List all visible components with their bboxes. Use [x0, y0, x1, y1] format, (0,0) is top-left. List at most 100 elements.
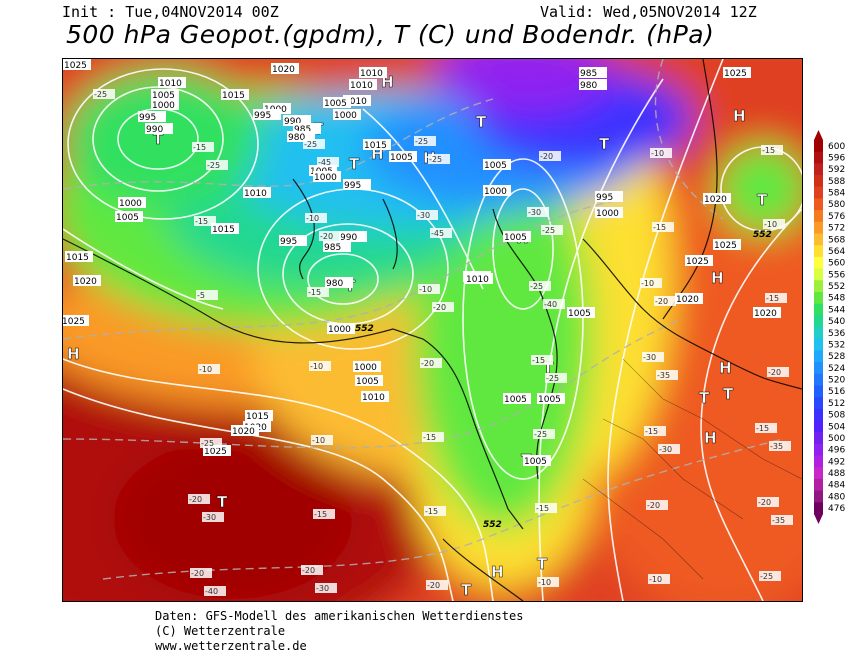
temperature-label-bg	[301, 565, 323, 575]
temperature-label-bg	[206, 160, 228, 170]
temperature-label-bg	[771, 515, 793, 525]
temperature-label: -15	[653, 223, 666, 232]
temperature-label-bg	[307, 287, 329, 297]
temperature-label-bg	[537, 577, 559, 587]
isobar-label-bg	[151, 89, 179, 100]
temperature-label-bg	[765, 293, 787, 303]
isobar-label: 1010	[362, 393, 385, 403]
temperature-label: -15	[536, 504, 549, 513]
pressure-center-label: H	[491, 563, 504, 581]
temperature-label: -45	[318, 158, 331, 167]
temperature-label: -25	[94, 90, 107, 99]
pressure-center-label: T	[217, 493, 228, 511]
temperature-label: -20	[655, 297, 668, 306]
temperature-label: -20	[758, 498, 771, 507]
isobar-label: 1000	[484, 187, 507, 197]
isobar-label-bg	[355, 375, 383, 386]
isobar-label: 1005	[116, 213, 139, 223]
isobar-label-bg	[287, 131, 315, 142]
isobar-label-bg	[115, 211, 143, 222]
legend-arrow-bottom	[814, 514, 823, 524]
isobar-label-bg	[309, 165, 337, 176]
isobar-label: 985	[294, 125, 311, 135]
isobar-label-bg	[253, 109, 281, 120]
pressure-center-label: H	[704, 429, 717, 447]
legend-swatch	[814, 467, 823, 480]
temperature-label: -5	[197, 291, 205, 300]
pressure-center-label: T	[543, 359, 554, 377]
isobar-label-bg	[283, 115, 311, 126]
weather-map: T T H T H H T T T H T H H H T H T T T H …	[62, 58, 803, 602]
temperature-label-bg	[418, 284, 440, 294]
isobar-label-bg	[271, 63, 299, 74]
geopotential-label: 552	[753, 230, 772, 240]
isobar-label: 995	[596, 193, 613, 203]
temperature-label: -15	[762, 146, 775, 155]
legend-swatch	[814, 186, 823, 199]
geopotential-label: 552	[483, 520, 502, 530]
isobar-label-bg	[65, 251, 93, 262]
temperature-label-bg	[192, 142, 214, 152]
temperature-labels: -25-25-20-20-25-30-35-40-45-45-40-35-35-…	[93, 89, 793, 596]
data-source-credit: Daten: GFS-Modell des amerikanischen Wet…	[155, 609, 524, 623]
temperature-label-bg	[769, 441, 791, 451]
website-link[interactable]: www.wetterzentrale.de	[155, 639, 307, 653]
temperature-label-bg	[416, 210, 438, 220]
isobar-label: 1025	[204, 447, 227, 457]
temperature-label: -10	[306, 214, 319, 223]
legend-swatch	[814, 175, 823, 188]
legend-value: 508	[828, 411, 845, 421]
isobar-label-bg	[313, 171, 341, 182]
isobar-label: 1005	[152, 91, 175, 101]
temperature-label-bg	[543, 299, 565, 309]
isobar-label: 985	[324, 243, 341, 253]
legend-swatch	[814, 373, 823, 386]
temperature-label-bg	[533, 429, 555, 439]
temperature-label-bg	[200, 438, 222, 448]
temperature-label: -15	[195, 217, 208, 226]
temperature-label: -20	[302, 566, 315, 575]
isobar-label: 995	[344, 181, 361, 191]
isobar-label: 995	[254, 111, 271, 121]
temperature-label-bg	[319, 231, 341, 241]
isobar-label: 1005	[356, 377, 379, 387]
isobar-label-bg	[595, 207, 623, 218]
temperature-label: -20	[768, 368, 781, 377]
temperature-label: -15	[425, 507, 438, 516]
temperature-label-bg	[420, 358, 442, 368]
legend-value: 564	[828, 247, 845, 257]
temperature-label: -20	[320, 232, 333, 241]
isobar-label-bg	[118, 197, 146, 208]
temperature-label: -20	[421, 359, 434, 368]
isobar-label-bg	[579, 79, 607, 90]
legend-value: 580	[828, 200, 845, 210]
legend-swatch	[814, 315, 823, 328]
temperature-label: -40	[205, 587, 218, 596]
isobar-label-bg	[138, 111, 166, 122]
isobar-label: 980	[288, 133, 305, 143]
isobar-label: 1005	[324, 99, 347, 109]
temperature-label-bg	[430, 228, 452, 238]
pressure-center-label: T	[723, 385, 734, 403]
init-time: Init : Tue,04NOV2014 00Z	[62, 3, 279, 21]
temperature-label: -10	[310, 362, 323, 371]
temperature-label-bg	[531, 355, 553, 365]
isobar-label: 1000	[328, 325, 351, 335]
legend-swatch	[814, 502, 823, 515]
temperature-label-bg	[196, 290, 218, 300]
legend-value: 524	[828, 364, 845, 374]
isobar-label-bg	[483, 159, 511, 170]
legend-value: 492	[828, 457, 845, 467]
legend-swatch	[814, 338, 823, 351]
isobar-label: 1015	[66, 253, 89, 263]
legend-swatch	[814, 140, 823, 153]
temperature-label-bg	[317, 157, 339, 167]
legend-swatch	[814, 397, 823, 410]
temperature-label-bg	[755, 423, 777, 433]
legend-arrow-top	[814, 130, 823, 140]
legend-swatch	[814, 198, 823, 211]
isobar-label-bg	[151, 99, 179, 110]
legend-value: 496	[828, 446, 845, 456]
legend-value: 532	[828, 340, 845, 350]
isobar-label: 1020	[232, 427, 255, 437]
